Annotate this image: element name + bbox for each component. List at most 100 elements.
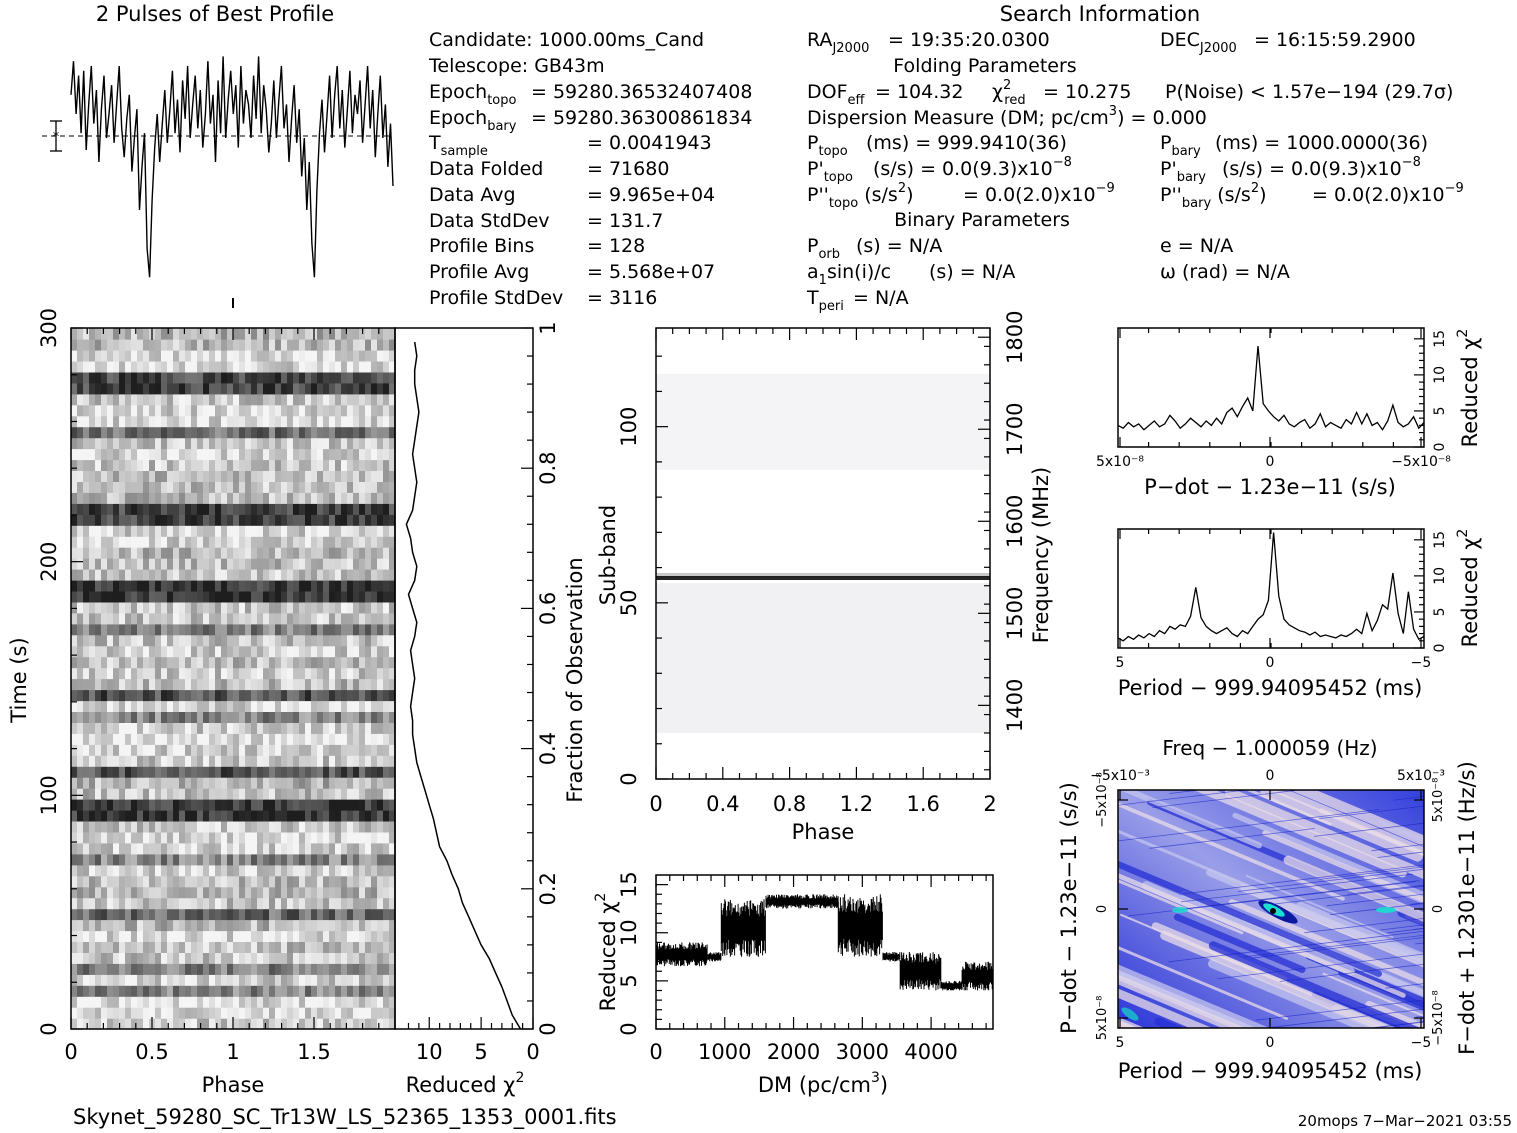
time-phase-cell xyxy=(227,349,234,362)
time-phase-cell xyxy=(377,601,384,614)
time-phase-cell xyxy=(389,831,395,844)
info-column-3: DECJ2000 = 16:15:59.2900 P(Noise) < 1.57… xyxy=(1160,29,1464,283)
time-phase-cell xyxy=(371,733,378,745)
time-phase-cell xyxy=(335,328,342,340)
time-phase-cell xyxy=(371,875,378,888)
map-streak-fine xyxy=(1149,828,1315,849)
time-phase-cell xyxy=(185,831,192,844)
time-phase-cell xyxy=(71,897,78,910)
time-phase-cell xyxy=(137,645,144,658)
time-phase-cell xyxy=(269,328,276,340)
time-phase-cell xyxy=(311,842,318,855)
time-phase-cell xyxy=(305,744,312,756)
time-phase-cell xyxy=(251,689,258,702)
map-streak xyxy=(1173,913,1306,973)
time-phase-cell xyxy=(119,393,126,406)
time-phase-cell xyxy=(143,382,150,395)
time-phase-cell xyxy=(71,360,78,373)
time-phase-cell xyxy=(389,853,395,866)
time-phase-cell xyxy=(155,382,162,395)
time-phase-cell xyxy=(245,328,252,340)
time-phase-cell xyxy=(203,569,210,581)
profile-std-label: Profile StdDev xyxy=(429,287,563,309)
time-phase-cell xyxy=(215,656,222,669)
time-phase-cell xyxy=(119,952,126,964)
time-phase-cell xyxy=(377,393,384,406)
time-phase-cell xyxy=(389,864,395,877)
time-phase-cell xyxy=(161,569,168,581)
time-phase-cell xyxy=(311,985,318,997)
time-phase-cell xyxy=(335,711,342,723)
epoch-bary-label: Epochbary xyxy=(429,107,517,134)
time-phase-cell xyxy=(269,579,276,592)
time-phase-cell xyxy=(299,722,306,734)
time-phase-cell xyxy=(179,963,186,975)
time-phase-cell xyxy=(149,864,156,877)
time-phase-cell xyxy=(311,941,318,953)
time-phase-cell xyxy=(155,579,162,592)
time-phase-cell xyxy=(359,963,366,975)
time-phase-cell xyxy=(341,941,348,953)
time-phase-cell xyxy=(131,842,138,855)
time-phase-cell xyxy=(143,503,150,515)
time-phase-cell xyxy=(377,360,384,373)
pddbary-value-text: = 0.0(2.0)x10 xyxy=(1312,184,1445,206)
time-phase-cell xyxy=(245,886,252,899)
time-phase-cell xyxy=(137,820,144,833)
time-phase-cell xyxy=(197,842,204,855)
time-phase-cell xyxy=(335,645,342,658)
time-phase-cell xyxy=(203,919,210,932)
time-phase-cell xyxy=(197,1007,204,1019)
time-phase-cell xyxy=(191,470,198,482)
time-phase-cell xyxy=(275,579,282,592)
time-phase-cell xyxy=(191,623,198,636)
time-phase-cell xyxy=(269,930,276,942)
time-phase-cell xyxy=(287,700,294,712)
time-phase-cell xyxy=(371,612,378,625)
time-phase-cell xyxy=(155,1007,162,1019)
time-phase-cell xyxy=(191,875,198,888)
frequency-tick-label: 1500 xyxy=(1003,587,1027,640)
time-phase-cell xyxy=(83,339,90,351)
time-phase-cell xyxy=(377,799,384,811)
time-phase-cell xyxy=(257,547,264,559)
time-phase-cell xyxy=(245,448,252,461)
time-phase-cell xyxy=(287,996,294,1008)
time-phase-cell xyxy=(371,360,378,373)
time-phase-cell xyxy=(77,634,84,647)
time-phase-cell xyxy=(143,481,150,493)
time-phase-cell xyxy=(359,514,366,526)
time-phase-cell xyxy=(341,547,348,559)
time-phase-cell xyxy=(365,415,372,428)
time-phase-cell xyxy=(215,349,222,362)
time-phase-cell xyxy=(209,919,216,932)
time-phase-cell xyxy=(185,459,192,471)
time-phase-cell xyxy=(185,328,192,340)
time-phase-cell xyxy=(101,612,108,625)
dm-segment xyxy=(899,952,942,991)
time-phase-cell xyxy=(137,831,144,844)
time-phase-cell xyxy=(119,470,126,482)
pdot-y-tick-label: 15 xyxy=(1432,330,1448,348)
time-phase-cell xyxy=(359,558,366,570)
time-phase-cell xyxy=(227,371,234,384)
time-phase-cell xyxy=(329,590,336,603)
time-phase-cell xyxy=(113,963,120,975)
time-phase-cell xyxy=(137,623,144,636)
time-phase-cell xyxy=(323,1007,330,1019)
time-phase-cell xyxy=(377,1018,384,1029)
time-phase-cell xyxy=(293,569,300,581)
time-phase-cell xyxy=(275,744,282,756)
time-phase-cell xyxy=(221,864,228,877)
time-phase-cell xyxy=(281,448,288,461)
time-phase-cell xyxy=(269,996,276,1008)
time-phase-cell xyxy=(323,777,330,789)
time-phase-cell xyxy=(227,722,234,734)
time-phase-cell xyxy=(257,656,264,669)
time-phase-cell xyxy=(377,415,384,428)
time-phase-cell xyxy=(239,492,246,504)
time-phase-cell xyxy=(239,700,246,712)
time-phase-cell xyxy=(83,809,90,822)
time-phase-cell xyxy=(269,700,276,712)
pdbary-value-text: (s/s) = 0.0(9.3)x10 xyxy=(1222,158,1402,180)
